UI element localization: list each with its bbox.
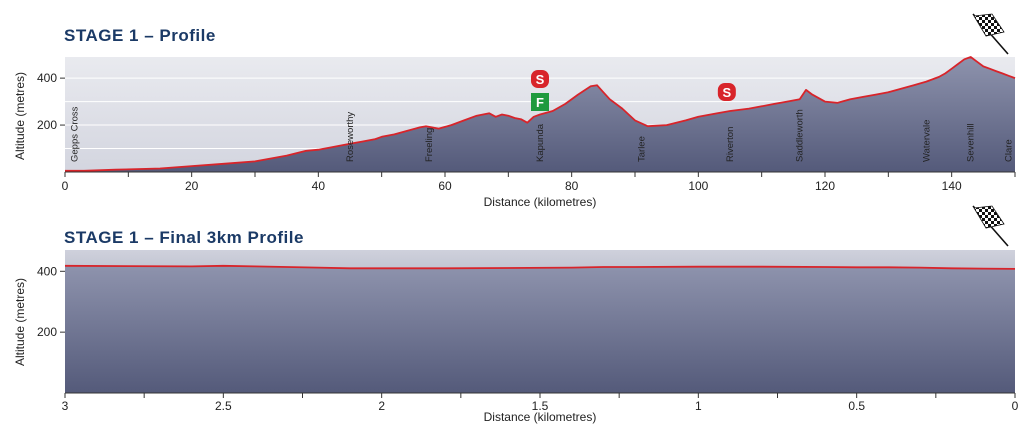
- place-label: Watervale: [921, 120, 932, 162]
- chart2-x-tick-label: 2: [378, 399, 385, 413]
- chart2-y-tick-label: 400: [37, 264, 57, 278]
- place-label: Clare: [1004, 139, 1015, 162]
- chart1-x-tick-label: 40: [312, 179, 326, 193]
- chart1-x-tick-label: 80: [565, 179, 579, 193]
- chart1-y-axis-label: Altitude (metres): [13, 72, 27, 160]
- chart2-x-tick-label: 1: [695, 399, 702, 413]
- chart2-title: STAGE 1 – Final 3km Profile: [64, 228, 304, 247]
- sprint-icon: [531, 70, 549, 88]
- chart1-y-ticks: 200 400: [37, 71, 65, 132]
- place-label: Roseworthy: [345, 112, 356, 162]
- chart2-x-tick-label: 1.5: [532, 399, 549, 413]
- chart2-y-ticks: 200 400: [37, 264, 65, 339]
- chart2-x-tick-label: 0: [1012, 399, 1019, 413]
- feed-zone-icon: [531, 93, 549, 111]
- sprint-icon: [717, 83, 736, 101]
- place-label: Tarlee: [636, 136, 647, 162]
- place-label: Sevenhill: [966, 123, 977, 162]
- marker-label: S: [536, 72, 545, 87]
- place-label: Saddleworth: [795, 109, 806, 162]
- chart1-elevation-line: [65, 56, 1016, 172]
- chart2-x-tick-label: 3: [62, 399, 69, 413]
- sprint-marker: S: [531, 70, 549, 88]
- sprint-marker: S: [717, 83, 736, 101]
- chart1-x-tick-label: 60: [438, 179, 452, 193]
- chart2-elevation-area: [65, 265, 1015, 393]
- marker-label: F: [536, 95, 544, 110]
- chart1-x-tick-label: 120: [815, 179, 835, 193]
- finish-flag-icon: [972, 13, 1009, 55]
- chart1-x-tick-label: 140: [942, 179, 962, 193]
- chart2-x-tick-label: 2.5: [215, 399, 232, 413]
- chart1-place-labels: Gepps Cross Roseworthy Freeling Kapunda Tarl…: [70, 106, 1015, 162]
- chart1-x-ticks: 0 20 40 60 80 100 120 140: [62, 172, 1016, 193]
- chart2-x-ticks: 3 2.5 2 1.5 1 0.5 0: [62, 393, 1019, 413]
- place-label: Kapunda: [535, 123, 546, 162]
- chart2-x-axis-label: Distance (kilometres): [484, 410, 597, 424]
- place-label: Gepps Cross: [70, 106, 81, 162]
- chart1-y-tick-label: 200: [37, 118, 57, 132]
- chart1-x-axis-label: Distance (kilometres): [484, 195, 597, 209]
- chart1-x-tick-label: 100: [688, 179, 708, 193]
- finish-flag-icon: [972, 205, 1009, 247]
- chart1-y-tick-label: 400: [37, 71, 57, 85]
- chart2-elevation-line: [64, 264, 1016, 270]
- chart1-x-tick-label: 20: [185, 179, 199, 193]
- chart2-y-axis-label: Altitude (metres): [13, 278, 27, 366]
- place-label: Freeling: [424, 128, 435, 162]
- chart2-y-tick-label: 200: [37, 325, 57, 339]
- feed-zone-marker: F: [531, 93, 549, 111]
- chart2-x-tick-label: 0.5: [848, 399, 865, 413]
- chart1-title: STAGE 1 – Profile: [64, 26, 216, 45]
- marker-label: S: [722, 85, 731, 100]
- chart1-markers: SFS: [531, 70, 736, 111]
- place-label: Riverton: [725, 127, 736, 162]
- chart1-x-tick-label: 0: [62, 179, 69, 193]
